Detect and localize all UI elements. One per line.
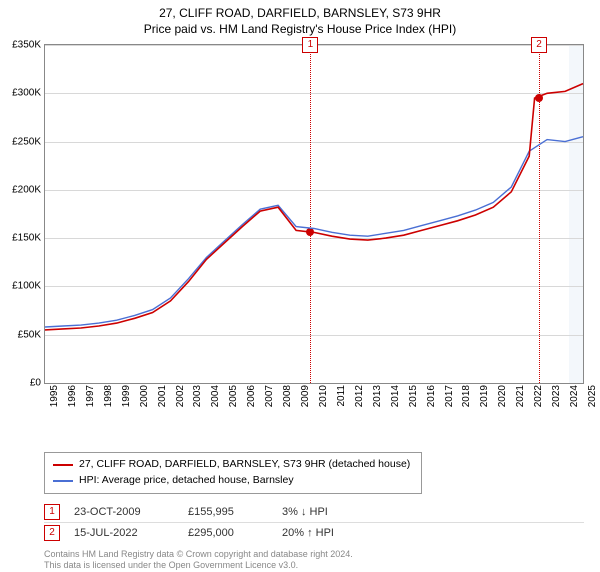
sale-delta: 3% ↓ HPI <box>282 506 382 518</box>
y-axis-label: £250K <box>1 136 41 147</box>
x-axis-label: 2004 <box>210 385 221 415</box>
legend-label: HPI: Average price, detached house, Barn… <box>79 473 294 489</box>
x-axis-label: 2024 <box>569 385 580 415</box>
sales-table: 1 23-OCT-2009 £155,995 3% ↓ HPI 2 15-JUL… <box>44 502 584 543</box>
legend-row-hpi: HPI: Average price, detached house, Barn… <box>53 473 413 489</box>
x-axis-label: 2018 <box>461 385 472 415</box>
x-axis-label: 2021 <box>515 385 526 415</box>
x-axis-label: 2000 <box>139 385 150 415</box>
plot-area: £0£50K£100K£150K£200K£250K£300K£350K1995… <box>44 44 584 384</box>
sale-row: 1 23-OCT-2009 £155,995 3% ↓ HPI <box>44 502 584 523</box>
x-axis-label: 2017 <box>444 385 455 415</box>
chart-title-desc: Price paid vs. HM Land Registry's House … <box>0 22 600 36</box>
x-axis-label: 1996 <box>67 385 78 415</box>
x-axis-label: 2007 <box>264 385 275 415</box>
x-axis-label: 2008 <box>282 385 293 415</box>
legend: 27, CLIFF ROAD, DARFIELD, BARNSLEY, S73 … <box>44 452 422 494</box>
sale-date: 15-JUL-2022 <box>74 527 174 539</box>
y-axis-label: £300K <box>1 88 41 99</box>
sale-marker: 1 <box>44 504 60 520</box>
x-axis-label: 1995 <box>49 385 60 415</box>
sale-date: 23-OCT-2009 <box>74 506 174 518</box>
x-axis-label: 2010 <box>318 385 329 415</box>
legend-label: 27, CLIFF ROAD, DARFIELD, BARNSLEY, S73 … <box>79 457 410 473</box>
x-axis-label: 2006 <box>246 385 257 415</box>
x-axis-label: 2011 <box>336 385 347 415</box>
sale-price: £155,995 <box>188 506 268 518</box>
x-axis-label: 2014 <box>390 385 401 415</box>
x-axis-label: 2009 <box>300 385 311 415</box>
x-axis-label: 2020 <box>497 385 508 415</box>
sale-marker: 2 <box>44 525 60 541</box>
y-axis-label: £100K <box>1 281 41 292</box>
sale-delta: 20% ↑ HPI <box>282 527 382 539</box>
x-axis-label: 2012 <box>354 385 365 415</box>
footer: Contains HM Land Registry data © Crown c… <box>44 549 584 572</box>
x-axis-label: 2001 <box>157 385 168 415</box>
footer-line: This data is licensed under the Open Gov… <box>44 560 584 572</box>
chart-title-address: 27, CLIFF ROAD, DARFIELD, BARNSLEY, S73 … <box>0 6 600 20</box>
sale-price: £295,000 <box>188 527 268 539</box>
legend-and-footer: 27, CLIFF ROAD, DARFIELD, BARNSLEY, S73 … <box>44 452 584 572</box>
x-axis-label: 2003 <box>192 385 203 415</box>
x-axis-label: 1999 <box>121 385 132 415</box>
legend-row-subject: 27, CLIFF ROAD, DARFIELD, BARNSLEY, S73 … <box>53 457 413 473</box>
x-axis-label: 1997 <box>85 385 96 415</box>
y-axis-label: £200K <box>1 184 41 195</box>
footer-line: Contains HM Land Registry data © Crown c… <box>44 549 584 561</box>
x-axis-label: 2023 <box>551 385 562 415</box>
sale-row: 2 15-JUL-2022 £295,000 20% ↑ HPI <box>44 523 584 543</box>
legend-swatch <box>53 480 73 482</box>
x-axis-label: 2022 <box>533 385 544 415</box>
x-axis-label: 2005 <box>228 385 239 415</box>
y-axis-label: £0 <box>1 378 41 389</box>
chart: £0£50K£100K£150K£200K£250K£300K£350K1995… <box>44 44 584 414</box>
x-axis-label: 2013 <box>372 385 383 415</box>
x-axis-label: 2015 <box>408 385 419 415</box>
x-axis-label: 2025 <box>587 385 598 415</box>
y-axis-label: £50K <box>1 329 41 340</box>
x-axis-label: 1998 <box>103 385 114 415</box>
x-axis-label: 2016 <box>426 385 437 415</box>
y-axis-label: £350K <box>1 40 41 51</box>
y-axis-label: £150K <box>1 233 41 244</box>
x-axis-label: 2002 <box>175 385 186 415</box>
legend-swatch <box>53 464 73 466</box>
x-axis-label: 2019 <box>479 385 490 415</box>
series-line-subject <box>45 84 583 330</box>
